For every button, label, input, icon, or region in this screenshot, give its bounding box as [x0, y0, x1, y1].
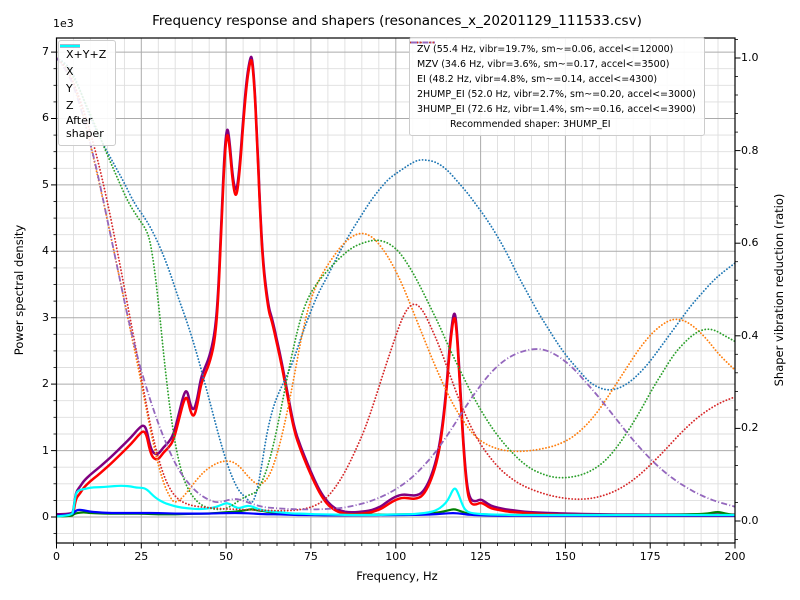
y-right-tick-label: 1.0: [741, 51, 759, 64]
y-left-tick-label: 4: [42, 244, 49, 258]
psd-legend-item: Z: [60, 44, 106, 113]
x-tick-label: 0: [53, 550, 60, 563]
y-axis-scale-offset: 1e3: [53, 17, 74, 30]
series-zv: [56, 57, 735, 504]
series-after-shaper: [56, 484, 735, 518]
y-left-tick-label: 1: [42, 443, 49, 457]
psd-legend-label: After shaper: [66, 114, 104, 140]
shaper-legend-label: MZV (34.6 Hz, vibr=3.6%, sm~=0.17, accel…: [417, 58, 670, 70]
x-tick-label: 150: [554, 550, 576, 563]
y-left-tick-label: 6: [42, 111, 49, 125]
y-right-tick-label: 0.0: [741, 514, 759, 527]
x-tick-label: 175: [639, 550, 661, 563]
y-left-tick-label: 3: [42, 310, 49, 324]
shaper-legend-item: MZV (34.6 Hz, vibr=3.6%, sm~=0.17, accel…: [410, 41, 696, 72]
y-right-tick-label: 0.8: [741, 143, 759, 157]
x-tick-label: 75: [303, 550, 318, 563]
chart-title: Frequency response and shapers (resonanc…: [152, 13, 642, 29]
shaper-legend-label: ZV (55.4 Hz, vibr=19.7%, sm~=0.06, accel…: [417, 43, 674, 55]
x-tick-label: 100: [385, 550, 407, 563]
shaper-legend-label: EI (48.2 Hz, vibr=4.8%, sm~=0.14, accel<…: [417, 73, 658, 85]
x-axis-label: Frequency, Hz: [356, 569, 438, 583]
psd-legend-label: X: [66, 64, 74, 78]
x-tick-label: 125: [470, 550, 492, 563]
psd-legend-item: After shaper: [60, 44, 106, 140]
y-left-tick-label: 2: [42, 377, 49, 391]
shaper-legend-label: 2HUMP_EI (52.0 Hz, vibr=2.7%, sm~=0.20, …: [417, 88, 696, 100]
series-x: [56, 58, 735, 517]
series-mzv: [56, 57, 735, 503]
psd-legend-item: Y: [60, 44, 106, 96]
psd-legend-label: Z: [66, 98, 74, 112]
psd-legend-item: X: [60, 44, 106, 79]
y-left-tick-label: 5: [42, 177, 49, 191]
y-right-tick-label: 0.2: [741, 421, 759, 435]
legend-swatch: [411, 41, 435, 44]
x-tick-label: 200: [724, 550, 746, 563]
legend-swatch: [60, 44, 80, 48]
psd-legend-label: Y: [66, 81, 73, 95]
series-2hump-ei: [56, 57, 735, 512]
shaper-legend-label: 3HUMP_EI (72.6 Hz, vibr=1.4%, sm~=0.16, …: [417, 103, 696, 115]
y-left-tick-label: 7: [42, 45, 49, 59]
x-tick-label: 25: [134, 550, 149, 563]
shaper-legend: ZV (55.4 Hz, vibr=19.7%, sm~=0.06, accel…: [409, 37, 705, 136]
x-tick-label: 50: [219, 550, 234, 563]
shaper-legend-item: 3HUMP_EI (72.6 Hz, vibr=1.4%, sm~=0.16, …: [411, 41, 696, 117]
shaper-legend-item: 2HUMP_EI (52.0 Hz, vibr=2.7%, sm~=0.20, …: [410, 41, 696, 102]
y-left-tick-label: 0: [42, 509, 49, 523]
y-right-tick-label: 0.6: [741, 236, 759, 250]
recommended-shaper-text: Recommended shaper: 3HUMP_EI: [450, 118, 611, 130]
y-axis-right-label: Shaper vibration reduction (ratio): [772, 193, 786, 387]
shaper-legend-item: EI (48.2 Hz, vibr=4.8%, sm~=0.14, accel<…: [410, 41, 696, 87]
y-right-tick-label: 0.4: [741, 328, 759, 342]
recommended-shaper-note: Recommended shaper: 3HUMP_EI: [417, 117, 696, 132]
psd-legend-label: X+Y+Z: [66, 47, 107, 61]
shaper-legend-item: ZV (55.4 Hz, vibr=19.7%, sm~=0.06, accel…: [410, 41, 696, 57]
psd-legend: X+Y+Z X Y Z After shaper: [58, 40, 117, 146]
